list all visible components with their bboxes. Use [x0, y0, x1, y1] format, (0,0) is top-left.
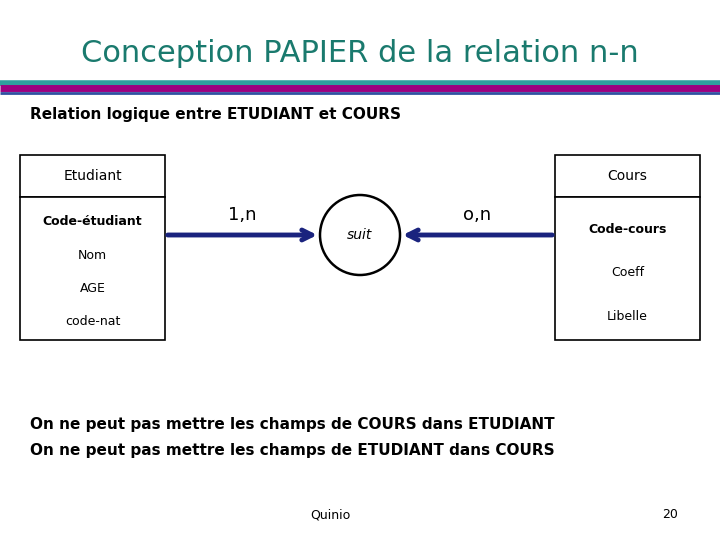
Text: Etudiant: Etudiant	[63, 169, 122, 183]
Text: Libelle: Libelle	[607, 309, 648, 323]
Text: code-nat: code-nat	[65, 315, 120, 328]
Ellipse shape	[320, 195, 400, 275]
Text: suit: suit	[347, 228, 373, 242]
Bar	[555, 197, 700, 340]
Text: On ne peut pas mettre les champs de COURS dans ETUDIANT: On ne peut pas mettre les champs de COUR…	[30, 417, 554, 433]
Bar	[20, 155, 165, 197]
Text: Quinio: Quinio	[310, 509, 350, 522]
Text: 1,n: 1,n	[228, 206, 257, 224]
Bar	[555, 155, 700, 197]
Text: Cours: Cours	[608, 169, 647, 183]
Text: AGE: AGE	[80, 282, 105, 295]
Text: Nom: Nom	[78, 249, 107, 262]
Text: Coeff: Coeff	[611, 266, 644, 279]
Text: Code-étudiant: Code-étudiant	[42, 215, 143, 228]
Text: Conception PAPIER de la relation n-n: Conception PAPIER de la relation n-n	[81, 38, 639, 68]
Text: Relation logique entre ETUDIANT et COURS: Relation logique entre ETUDIANT et COURS	[30, 107, 401, 123]
Text: o,n: o,n	[464, 206, 492, 224]
Text: 20: 20	[662, 509, 678, 522]
Text: On ne peut pas mettre les champs de ETUDIANT dans COURS: On ne peut pas mettre les champs de ETUD…	[30, 442, 554, 457]
Bar	[20, 197, 165, 340]
Text: Code-cours: Code-cours	[588, 223, 667, 236]
